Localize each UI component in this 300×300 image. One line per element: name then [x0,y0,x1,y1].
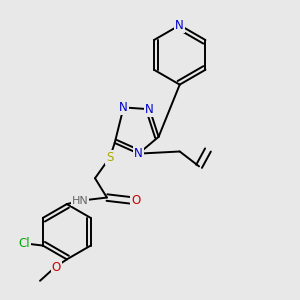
Text: O: O [52,261,61,274]
Text: Cl: Cl [19,237,30,250]
Text: N: N [145,103,154,116]
Text: HN: HN [72,196,88,206]
Text: S: S [106,151,114,164]
Text: N: N [119,101,128,114]
Text: N: N [134,147,143,160]
Text: O: O [131,194,140,207]
Text: N: N [175,19,184,32]
